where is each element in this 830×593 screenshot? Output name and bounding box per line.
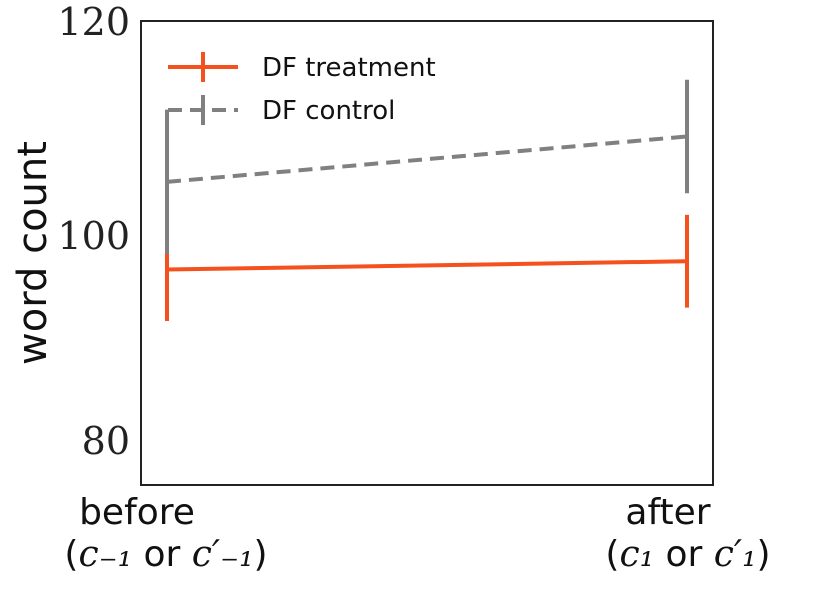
y-axis-label: word count bbox=[10, 141, 56, 365]
x-category-label-before: before bbox=[79, 492, 195, 533]
legend-label-df-control: DF control bbox=[262, 96, 395, 126]
legend: DF treatment DF control bbox=[168, 52, 436, 126]
x-category-label-after: after bbox=[625, 492, 710, 533]
series-line-df-control bbox=[166, 134, 688, 184]
data-layer bbox=[165, 79, 689, 322]
y-tick-label-80: 80 bbox=[82, 419, 130, 463]
x-category-sublabel-before: (c₋₁ or c′₋₁) bbox=[64, 534, 267, 575]
y-tick-label-100: 100 bbox=[57, 214, 130, 258]
y-tick-label-120: 120 bbox=[57, 0, 130, 44]
series-line-df-treatment bbox=[166, 259, 688, 272]
legend-label-df-treatment: DF treatment bbox=[262, 53, 436, 83]
plot-frame bbox=[140, 20, 714, 486]
x-category-sublabel-after: (c₁ or c′₁) bbox=[605, 534, 770, 575]
